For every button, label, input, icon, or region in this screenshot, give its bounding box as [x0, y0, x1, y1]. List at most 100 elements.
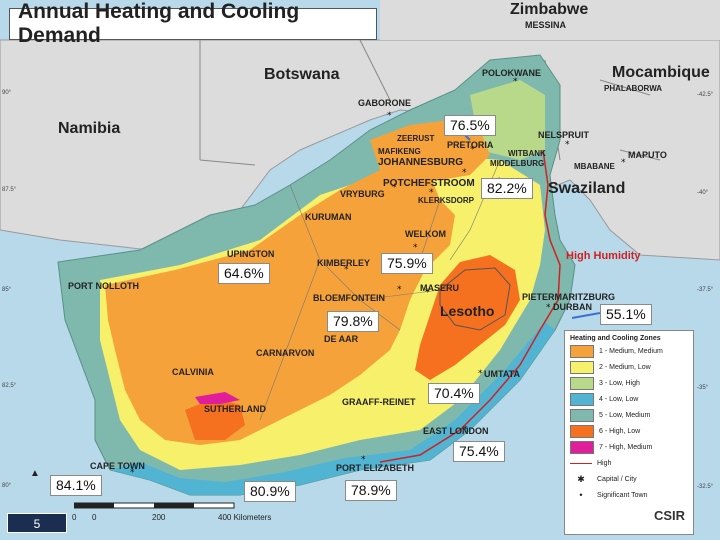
percentage-callout-east-london: 75.4% [453, 441, 505, 462]
scale-label: 200 [152, 513, 166, 522]
coord-label: -37.5° [697, 287, 714, 293]
svg-text:*: * [462, 168, 467, 178]
legend-swatch [570, 408, 594, 422]
percentage-callout-south-coast: 80.9% [244, 481, 296, 502]
coord-label: 85° [2, 287, 12, 293]
city-label-pretoria: PRETORIA [447, 140, 494, 150]
city-label-gaborone: GABORONE [358, 98, 412, 108]
legend-items: 1 - Medium, Medium 2 - Medium, Low 3 - Low… [570, 343, 688, 455]
svg-text:*: * [565, 140, 570, 150]
capital-star-icon: ✱ [577, 473, 585, 484]
legend-item: 5 - Low, Medium [570, 407, 688, 423]
svg-text:*: * [478, 369, 483, 379]
city-label-pietermaritzburg: PIETERMARITZBURG [522, 292, 615, 302]
city-label-witbank: WITBANK [508, 149, 546, 158]
country-label-swaziland: Swaziland [548, 180, 626, 197]
city-label-calvinia: CALVINIA [172, 367, 214, 377]
legend-item-label: 6 - High, Low [599, 427, 641, 435]
legend-item: 3 - Low, High [570, 375, 688, 391]
city-label-welkom: WELKOM [405, 229, 446, 239]
country-label-namibia: Namibia [58, 120, 121, 137]
city-label-messina: MESSINA [525, 20, 567, 30]
scale-label: 0 [72, 513, 77, 522]
city-label-east-london: EAST LONDON [423, 426, 489, 436]
legend-swatch [570, 392, 594, 406]
city-label-maputo: MAPUTO [628, 150, 667, 160]
legend-swatch [570, 424, 594, 438]
percentage-callout-upington: 64.6% [218, 263, 270, 284]
city-label-cape-town: CAPE TOWN [90, 461, 145, 471]
high-humidity-label: High Humidity [566, 250, 641, 262]
zone-7-region [195, 392, 240, 404]
legend-item-label: Capital / City [597, 475, 637, 483]
city-label-phalaborwa: PHALABORWA [604, 84, 663, 93]
city-label-sutherland: SUTHERLAND [204, 404, 266, 414]
legend-item: 4 - Low, Low [570, 391, 688, 407]
scale-bar: 0 0 200 400 Kilometers [72, 499, 284, 525]
legend-swatch [570, 360, 594, 374]
country-label-mocambique: Mocambique [612, 64, 710, 81]
city-label-vryburg: VRYBURG [340, 189, 385, 199]
city-label-zeerust: ZEERUST [397, 134, 435, 143]
svg-text:*: * [513, 77, 518, 87]
map-title: Annual Heating and Cooling Demand [9, 0, 377, 47]
city-label-port-nolloth: PORT NOLLOTH [68, 281, 139, 291]
city-label-polokwane: POLOKWANE [482, 68, 542, 78]
percentage-callout-kimberley: 75.9% [381, 253, 433, 274]
svg-text:*: * [387, 111, 392, 121]
zone-6-region [415, 255, 520, 380]
percentage-callout-pretoria: 76.5% [444, 115, 496, 136]
percentage-callout-durban: 55.1% [600, 304, 652, 325]
city-label-mafikeng: MAFIKENG [378, 147, 421, 156]
city-markers: * * * * * * * * * * * * * * * * * [130, 77, 626, 478]
legend-swatch [570, 440, 594, 454]
svg-text:*: * [392, 183, 397, 193]
city-label-port-elizabeth: PORT ELIZABETH [336, 463, 414, 473]
legend-item-label: 5 - Low, Medium [599, 411, 651, 419]
legend-swatch [570, 344, 594, 358]
country-label-botswana: Botswana [264, 66, 340, 83]
zone-6-west [185, 398, 245, 440]
coord-label: -32.5° [697, 484, 714, 490]
legend-item-high: High [570, 455, 688, 471]
north-arrow-icon: ▲ [30, 468, 40, 479]
coord-label: 90° [2, 90, 12, 96]
legend-title: Heating and Cooling Zones [570, 335, 661, 342]
city-label-middelburg: MIDDELBURG [490, 159, 545, 168]
percentage-callout-mpumalanga: 82.2% [481, 178, 533, 199]
zone-1-region [105, 160, 455, 445]
city-label-kimberley: KIMBERLEY [317, 258, 371, 268]
zone-4-region [110, 322, 555, 495]
percentage-callout-umtata: 70.4% [428, 383, 480, 404]
svg-text:*: * [130, 468, 135, 478]
legend-item-capital: ✱ Capital / City [570, 471, 688, 487]
city-label-klerksdorp: KLERKSDORP [418, 196, 475, 205]
city-label-carnarvon: CARNARVON [256, 348, 315, 358]
province-lines [259, 159, 501, 421]
city-label-kuruman: KURUMAN [305, 212, 352, 222]
coord-label: 80° [2, 483, 12, 489]
svg-text:*: * [621, 158, 626, 168]
city-label-nelspruit: NELSPRUIT [538, 130, 590, 140]
zone-3-region [470, 80, 545, 160]
city-label-upington: UPINGTON [227, 249, 275, 259]
border-lines [199, 39, 661, 166]
svg-text:*: * [463, 425, 468, 435]
country-label-lesotho: Lesotho [440, 303, 495, 319]
percentage-callout-port-elizabeth: 78.9% [345, 480, 397, 501]
svg-text:*: * [413, 243, 418, 253]
city-label-de-aar: DE AAR [324, 334, 359, 344]
scale-bar-graphic [73, 502, 235, 509]
map-legend: Heating and Cooling Zones 1 - Medium, Me… [564, 330, 694, 535]
legend-item-label: 3 - Low, High [599, 379, 640, 387]
svg-text:*: * [546, 303, 551, 313]
svg-text:*: * [429, 188, 434, 198]
town-dot-icon: • [579, 490, 583, 500]
city-label-graaff-reinet: GRAAFF-REINET [342, 397, 416, 407]
svg-text:*: * [470, 145, 475, 155]
coord-label: 87.5° [2, 187, 17, 193]
city-label-durban: DURBAN [553, 302, 592, 312]
scale-label: 0 [92, 513, 97, 522]
legend-item-label: 1 - Medium, Medium [599, 347, 663, 355]
